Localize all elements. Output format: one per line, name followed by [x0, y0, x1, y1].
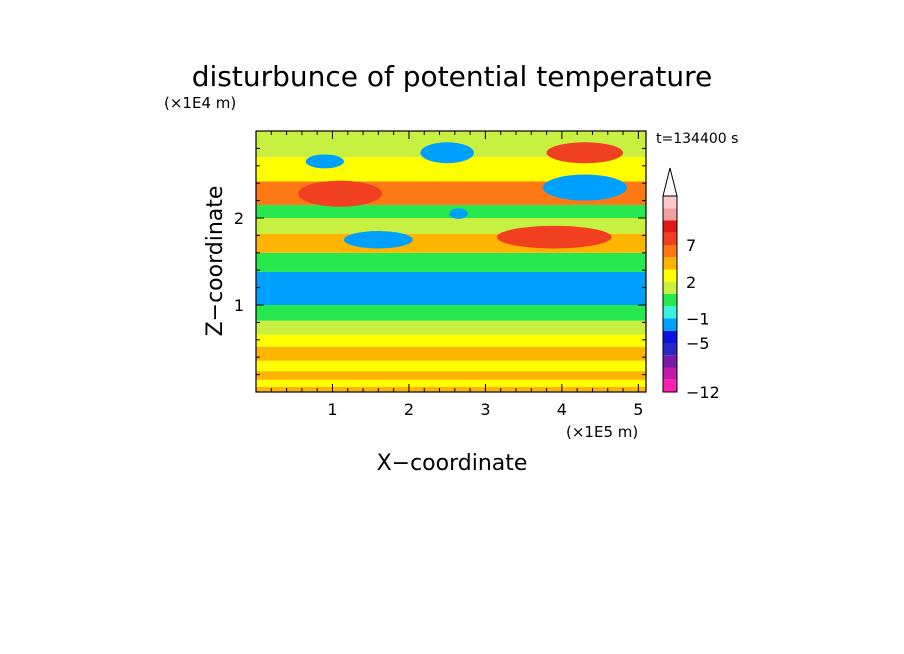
contour-band — [256, 252, 646, 272]
colorbar-label: 7 — [686, 236, 696, 255]
contour-band — [256, 379, 646, 387]
contour-band — [256, 386, 646, 392]
contour-feature — [305, 154, 344, 169]
contour-band — [256, 360, 646, 372]
colorbar-swatch — [663, 379, 677, 392]
contour-band — [256, 346, 646, 361]
contour-feature — [496, 225, 612, 249]
colorbar-swatch — [663, 343, 677, 356]
contour-band — [256, 371, 646, 380]
x-axis-label: X−coordinate — [377, 451, 528, 476]
colorbar-arrow — [662, 167, 678, 197]
contour-feature — [542, 174, 627, 201]
chart-title: disturbunce of potential temperature — [192, 60, 713, 93]
contour-feature — [546, 142, 624, 164]
colorbar-swatch — [663, 208, 677, 221]
x-tick-label: 3 — [480, 400, 490, 419]
colorbar-swatch — [663, 257, 677, 270]
colorbar-label: −5 — [686, 334, 710, 353]
contour-feature — [298, 180, 383, 207]
colorbar-swatch — [663, 232, 677, 245]
colorbar-swatch — [663, 269, 677, 282]
colorbar-label: −1 — [686, 310, 710, 329]
time-label: t=134400 s — [656, 131, 738, 147]
contour-feature — [420, 142, 474, 164]
y-tick-label: 1 — [234, 296, 244, 315]
axes: 1 2 3 4 5 1 2 — [234, 130, 647, 419]
colorbar-swatch — [663, 294, 677, 307]
x-tick-label: 4 — [557, 400, 567, 419]
contour-band — [256, 320, 646, 335]
x-tick-label: 1 — [327, 400, 337, 419]
contour-band — [256, 334, 646, 347]
contour-band — [256, 305, 646, 321]
x-tick-label: 5 — [633, 400, 643, 419]
y-axis-label: Z−coordinate — [203, 186, 228, 337]
x-tick-label: 2 — [404, 400, 414, 419]
colorbar-swatch — [663, 220, 677, 233]
colorbar-label: 2 — [686, 273, 696, 292]
colorbar-swatch — [663, 281, 677, 294]
contour-feature — [343, 231, 413, 249]
y-scale-label: (×1E4 m) — [164, 94, 236, 112]
colorbar-swatch — [663, 367, 677, 380]
colorbar-swatch — [663, 306, 677, 319]
contour-feature — [485, 280, 570, 304]
x-scale-label: (×1E5 m) — [566, 423, 638, 441]
plot-area — [256, 131, 646, 392]
colorbar-swatch — [663, 245, 677, 258]
colorbar: −12−5−127 — [662, 167, 720, 402]
colorbar-swatch — [663, 355, 677, 368]
contour-feature — [449, 208, 468, 219]
y-tick-label: 2 — [234, 209, 244, 228]
contour-band — [256, 271, 646, 305]
colorbar-label: −12 — [686, 383, 720, 402]
colorbar-swatch — [663, 330, 677, 343]
colorbar-swatch — [663, 196, 677, 209]
colorbar-frame — [662, 195, 678, 393]
colorbar-swatch — [663, 318, 677, 331]
plot-frame — [255, 130, 647, 393]
